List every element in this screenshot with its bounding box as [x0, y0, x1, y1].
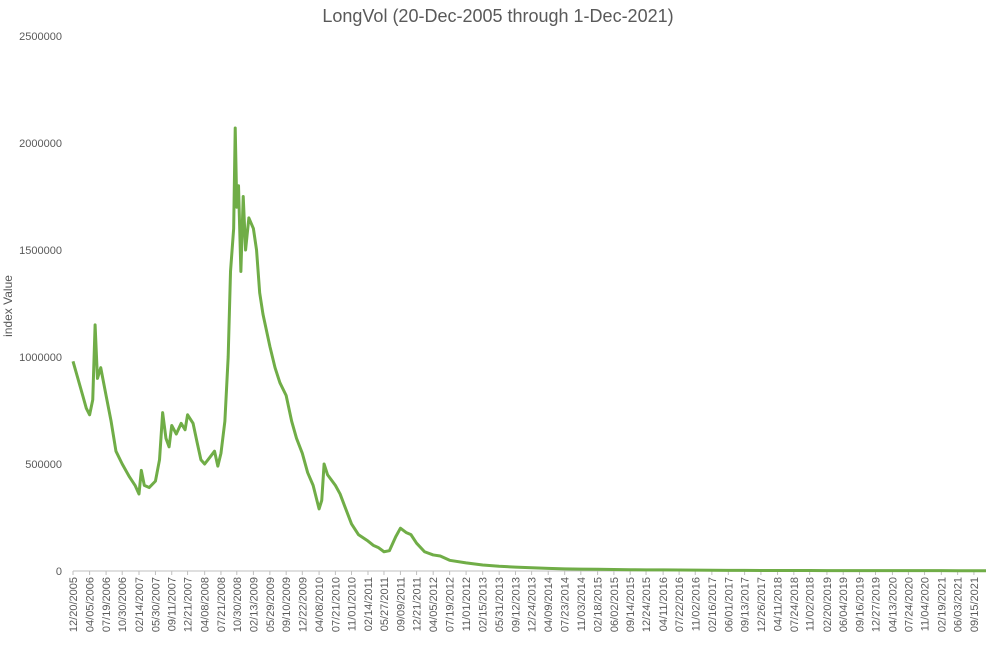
x-tick-label: 09/16/2019	[855, 577, 867, 632]
x-tick-label: 02/18/2015	[593, 577, 605, 632]
x-tick-label: 02/20/2019	[822, 577, 834, 632]
y-tick-label: 2000000	[19, 138, 62, 150]
x-tick-label: 04/11/2016	[658, 577, 670, 631]
x-tick-label: 04/08/2010	[314, 577, 326, 632]
chart-title: LongVol (20-Dec-2005 through 1-Dec-2021)	[322, 6, 674, 26]
x-tick-label: 09/15/2021	[969, 577, 981, 632]
x-tick-label: 02/16/2017	[707, 577, 719, 632]
x-tick-label: 11/01/2010	[347, 577, 359, 631]
x-tick-label: 04/08/2008	[200, 577, 212, 632]
x-tick-label: 07/24/2018	[789, 577, 801, 632]
x-tick-label: 09/12/2013	[510, 577, 522, 632]
x-tick-label: 06/04/2019	[838, 577, 850, 632]
x-tick-label: 09/13/2017	[740, 577, 752, 632]
x-tick-label: 07/23/2014	[560, 577, 572, 632]
x-tick-label: 11/03/2014	[576, 577, 588, 631]
x-tick-label: 05/27/2011	[379, 577, 391, 631]
series-line	[71, 126, 987, 573]
x-tick-label: 04/13/2020	[887, 577, 899, 632]
x-tick-label: 12/24/2015	[641, 577, 653, 632]
y-tick-label: 1000000	[19, 352, 62, 364]
x-tick-label: 11/01/2012	[461, 577, 473, 631]
x-tick-label: 12/20/2005	[68, 577, 80, 632]
y-axis-label: index Value	[1, 275, 15, 337]
x-tick-label: 05/29/2009	[265, 577, 277, 632]
x-tick-label: 12/24/2013	[527, 577, 539, 632]
x-tick-label: 04/11/2018	[773, 577, 785, 631]
x-tick-label: 02/19/2021	[936, 577, 948, 632]
y-tick-label: 1500000	[19, 245, 62, 257]
x-tick-label: 10/30/2006	[117, 577, 129, 632]
x-tick-label: 07/21/2008	[216, 577, 228, 632]
x-tick-label: 12/22/2009	[297, 577, 309, 632]
x-tick-label: 02/14/2011	[363, 577, 375, 631]
x-tick-label: 09/14/2015	[625, 577, 637, 632]
x-tick-label: 07/19/2006	[101, 577, 113, 632]
y-tick-label: 500000	[25, 459, 62, 471]
x-tick-label: 02/13/2009	[248, 577, 260, 632]
y-tick-labels: 0 500000 1000000 1500000 2000000 2500000	[19, 31, 62, 578]
x-tick-label: 02/14/2007	[134, 577, 146, 632]
x-tick-label: 06/01/2017	[723, 577, 735, 632]
x-tick-label: 11/04/2020	[920, 577, 932, 631]
x-tick-label: 04/09/2014	[543, 577, 555, 632]
x-tick-labels: 12/20/2005 04/05/2006 07/19/2006 10/30/2006…	[68, 571, 981, 632]
x-tick-label: 06/03/2021	[953, 577, 965, 632]
x-tick-label: 11/02/2018	[805, 577, 817, 631]
y-tick-label: 0	[56, 566, 62, 578]
x-tick-label: 10/30/2008	[232, 577, 244, 632]
x-tick-label: 12/21/2007	[183, 577, 195, 632]
x-tick-label: 05/30/2007	[150, 577, 162, 632]
x-tick-label: 12/21/2011	[412, 577, 424, 631]
x-tick-label: 09/09/2011	[395, 577, 407, 631]
x-tick-label: 07/22/2016	[674, 577, 686, 632]
x-tick-label: 05/31/2013	[494, 577, 506, 632]
x-tick-label: 02/15/2013	[478, 577, 490, 632]
y-tick-label: 2500000	[19, 31, 62, 43]
x-tick-label: 07/21/2010	[330, 577, 342, 632]
x-tick-label: 07/19/2012	[445, 577, 457, 632]
x-tick-label: 04/05/2012	[428, 577, 440, 632]
x-tick-label: 09/10/2009	[281, 577, 293, 632]
x-tick-label: 11/02/2016	[690, 577, 702, 631]
x-tick-label: 04/05/2006	[85, 577, 97, 632]
x-tick-label: 07/24/2020	[903, 577, 915, 632]
x-tick-label: 06/02/2015	[609, 577, 621, 632]
x-tick-label: 12/27/2019	[870, 577, 882, 632]
x-tick-label: 09/11/2007	[167, 577, 179, 631]
x-tick-label: 12/26/2017	[756, 577, 768, 632]
